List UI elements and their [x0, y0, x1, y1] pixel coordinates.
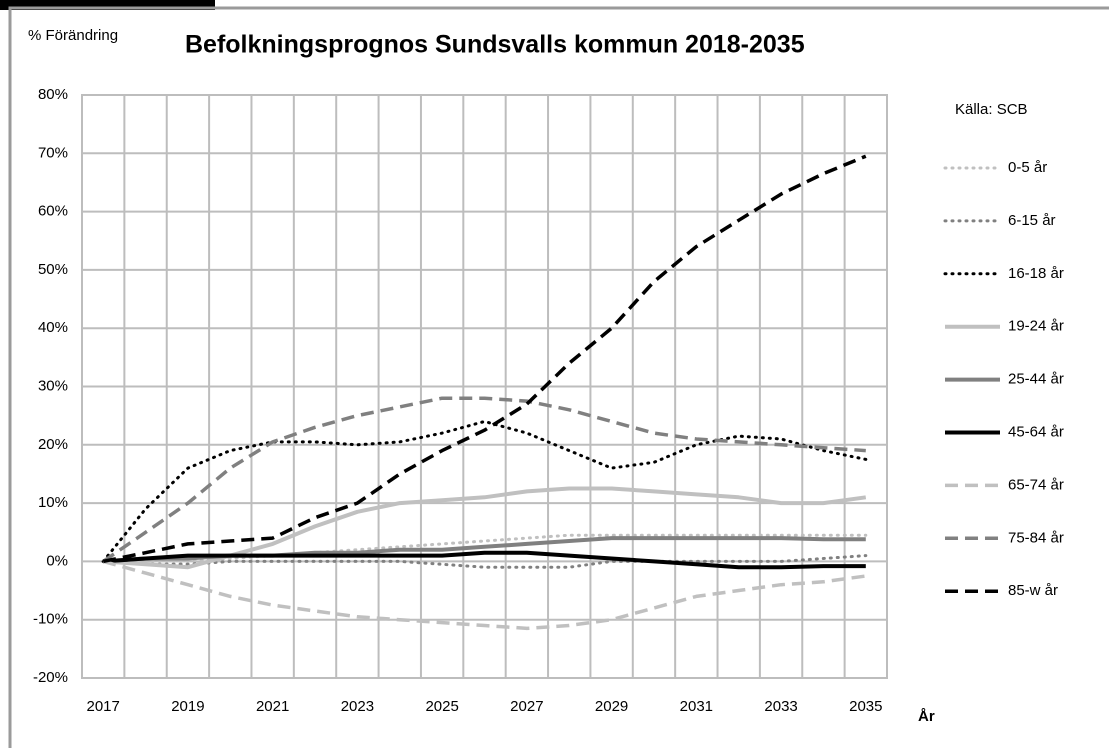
x-tick-label: 2019: [171, 698, 204, 715]
frame: [8, 6, 1109, 748]
series-line: [101, 554, 868, 569]
series-line: [101, 420, 868, 563]
x-tick-label: 2035: [849, 698, 882, 715]
series-line: [103, 550, 866, 570]
y-tick-label: 20%: [38, 436, 68, 453]
y-axis-label: % Förändring: [28, 27, 118, 44]
top-bar: [0, 0, 215, 10]
series-line: [101, 533, 868, 563]
legend-label: 25-44 år: [1008, 371, 1064, 388]
y-tick-label: 60%: [38, 203, 68, 220]
legend-label: 16-18 år: [1008, 265, 1064, 282]
y-tick-label: -10%: [33, 611, 68, 628]
series-line: [102, 559, 867, 631]
chart-title: Befolkningsprognos Sundsvalls kommun 201…: [185, 31, 805, 59]
y-tick-label: 0%: [46, 552, 68, 569]
series-line: [103, 536, 866, 564]
source: Källa: SCB: [955, 101, 1028, 118]
legend-label: 75-84 år: [1008, 529, 1064, 546]
y-tick-label: 40%: [38, 319, 68, 336]
series-line: [102, 154, 867, 564]
legend-label: 85-w år: [1008, 582, 1058, 599]
series-line: [102, 396, 866, 563]
x-tick-label: 2027: [510, 698, 543, 715]
x-tick-label: 2017: [86, 698, 119, 715]
legend-label: 45-64 år: [1008, 423, 1064, 440]
x-tick-label: 2023: [341, 698, 374, 715]
y-tick-label: -20%: [33, 669, 68, 686]
x-tick-label: 2025: [425, 698, 458, 715]
x-tick-label: 2029: [595, 698, 628, 715]
legend-label: 19-24 år: [1008, 318, 1064, 335]
y-tick-label: 70%: [38, 144, 68, 161]
x-axis-label: År: [918, 708, 935, 725]
y-tick-label: 50%: [38, 261, 68, 278]
x-tick-label: 2033: [764, 698, 797, 715]
x-tick-label: 2031: [680, 698, 713, 715]
legend-label: 0-5 år: [1008, 159, 1047, 176]
legend-label: 6-15 år: [1008, 212, 1056, 229]
y-tick-label: 10%: [38, 494, 68, 511]
x-tick-label: 2021: [256, 698, 289, 715]
y-tick-label: 80%: [38, 86, 68, 103]
plot-border: [81, 94, 888, 679]
legend-label: 65-74 år: [1008, 476, 1064, 493]
y-tick-label: 30%: [38, 377, 68, 394]
